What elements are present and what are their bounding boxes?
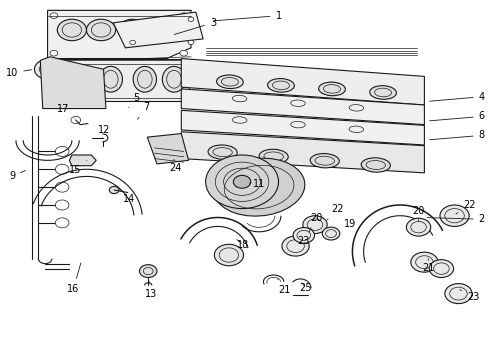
Polygon shape: [181, 59, 424, 105]
Circle shape: [55, 200, 69, 210]
Ellipse shape: [318, 82, 345, 96]
Text: 23: 23: [297, 237, 309, 247]
Polygon shape: [181, 111, 424, 145]
Text: 3: 3: [174, 18, 216, 35]
Ellipse shape: [369, 86, 396, 99]
Polygon shape: [52, 59, 188, 102]
Ellipse shape: [267, 78, 294, 92]
Circle shape: [55, 218, 69, 228]
Polygon shape: [47, 10, 191, 59]
Text: 11: 11: [249, 179, 264, 189]
Circle shape: [205, 155, 278, 208]
Circle shape: [57, 19, 86, 41]
Circle shape: [292, 228, 314, 243]
Circle shape: [46, 81, 71, 99]
Text: 13: 13: [145, 280, 157, 298]
Circle shape: [188, 17, 194, 21]
Circle shape: [139, 265, 157, 278]
Circle shape: [444, 284, 471, 303]
Text: 21: 21: [421, 258, 434, 273]
Polygon shape: [147, 134, 188, 164]
Circle shape: [34, 59, 61, 79]
Text: 24: 24: [169, 159, 181, 173]
Circle shape: [214, 244, 243, 266]
Ellipse shape: [309, 154, 339, 168]
Ellipse shape: [65, 66, 88, 92]
Text: 22: 22: [326, 204, 344, 220]
Text: 16: 16: [67, 263, 81, 294]
Text: 5: 5: [128, 93, 140, 108]
Circle shape: [50, 62, 84, 87]
Text: 22: 22: [455, 200, 474, 214]
Polygon shape: [40, 57, 106, 109]
Ellipse shape: [216, 75, 243, 89]
Text: 7: 7: [137, 103, 149, 119]
Circle shape: [406, 218, 430, 236]
Polygon shape: [113, 12, 203, 48]
Ellipse shape: [133, 66, 156, 92]
Text: 20: 20: [411, 206, 424, 221]
Circle shape: [109, 186, 119, 194]
Circle shape: [410, 252, 437, 272]
Ellipse shape: [207, 145, 237, 159]
Circle shape: [188, 40, 194, 45]
Circle shape: [428, 260, 453, 278]
Circle shape: [55, 164, 69, 174]
Circle shape: [322, 227, 339, 240]
Text: 4: 4: [429, 92, 484, 102]
Circle shape: [180, 13, 187, 18]
Circle shape: [129, 40, 135, 45]
Circle shape: [302, 216, 326, 234]
Text: 18: 18: [237, 240, 249, 250]
Text: 1: 1: [213, 11, 281, 21]
Circle shape: [118, 19, 147, 41]
Circle shape: [55, 147, 69, 157]
Circle shape: [180, 50, 187, 56]
Circle shape: [55, 182, 69, 192]
Circle shape: [147, 19, 176, 41]
Ellipse shape: [162, 66, 185, 92]
Text: 17: 17: [57, 104, 75, 118]
Ellipse shape: [361, 158, 389, 172]
Text: 14: 14: [120, 191, 135, 203]
Text: 15: 15: [69, 160, 86, 175]
Text: 9: 9: [9, 170, 25, 181]
Circle shape: [72, 69, 101, 91]
Circle shape: [439, 205, 468, 226]
Text: 12: 12: [98, 125, 110, 138]
Circle shape: [50, 13, 58, 18]
Circle shape: [71, 116, 81, 123]
Ellipse shape: [259, 149, 287, 163]
Circle shape: [50, 50, 58, 56]
Text: 6: 6: [429, 111, 484, 121]
Ellipse shape: [213, 158, 304, 216]
Text: 25: 25: [299, 283, 311, 293]
Text: 2: 2: [427, 214, 484, 224]
Circle shape: [68, 82, 95, 103]
Circle shape: [86, 19, 116, 41]
Polygon shape: [181, 132, 424, 173]
Polygon shape: [69, 155, 96, 166]
Text: 20: 20: [308, 212, 322, 232]
Circle shape: [233, 175, 250, 188]
Polygon shape: [181, 89, 424, 125]
Circle shape: [282, 236, 308, 256]
Text: 19: 19: [339, 219, 356, 233]
Text: 21: 21: [277, 279, 290, 295]
Ellipse shape: [99, 66, 122, 92]
Text: 10: 10: [6, 68, 32, 78]
Text: 8: 8: [429, 130, 484, 140]
Text: 23: 23: [459, 290, 478, 302]
